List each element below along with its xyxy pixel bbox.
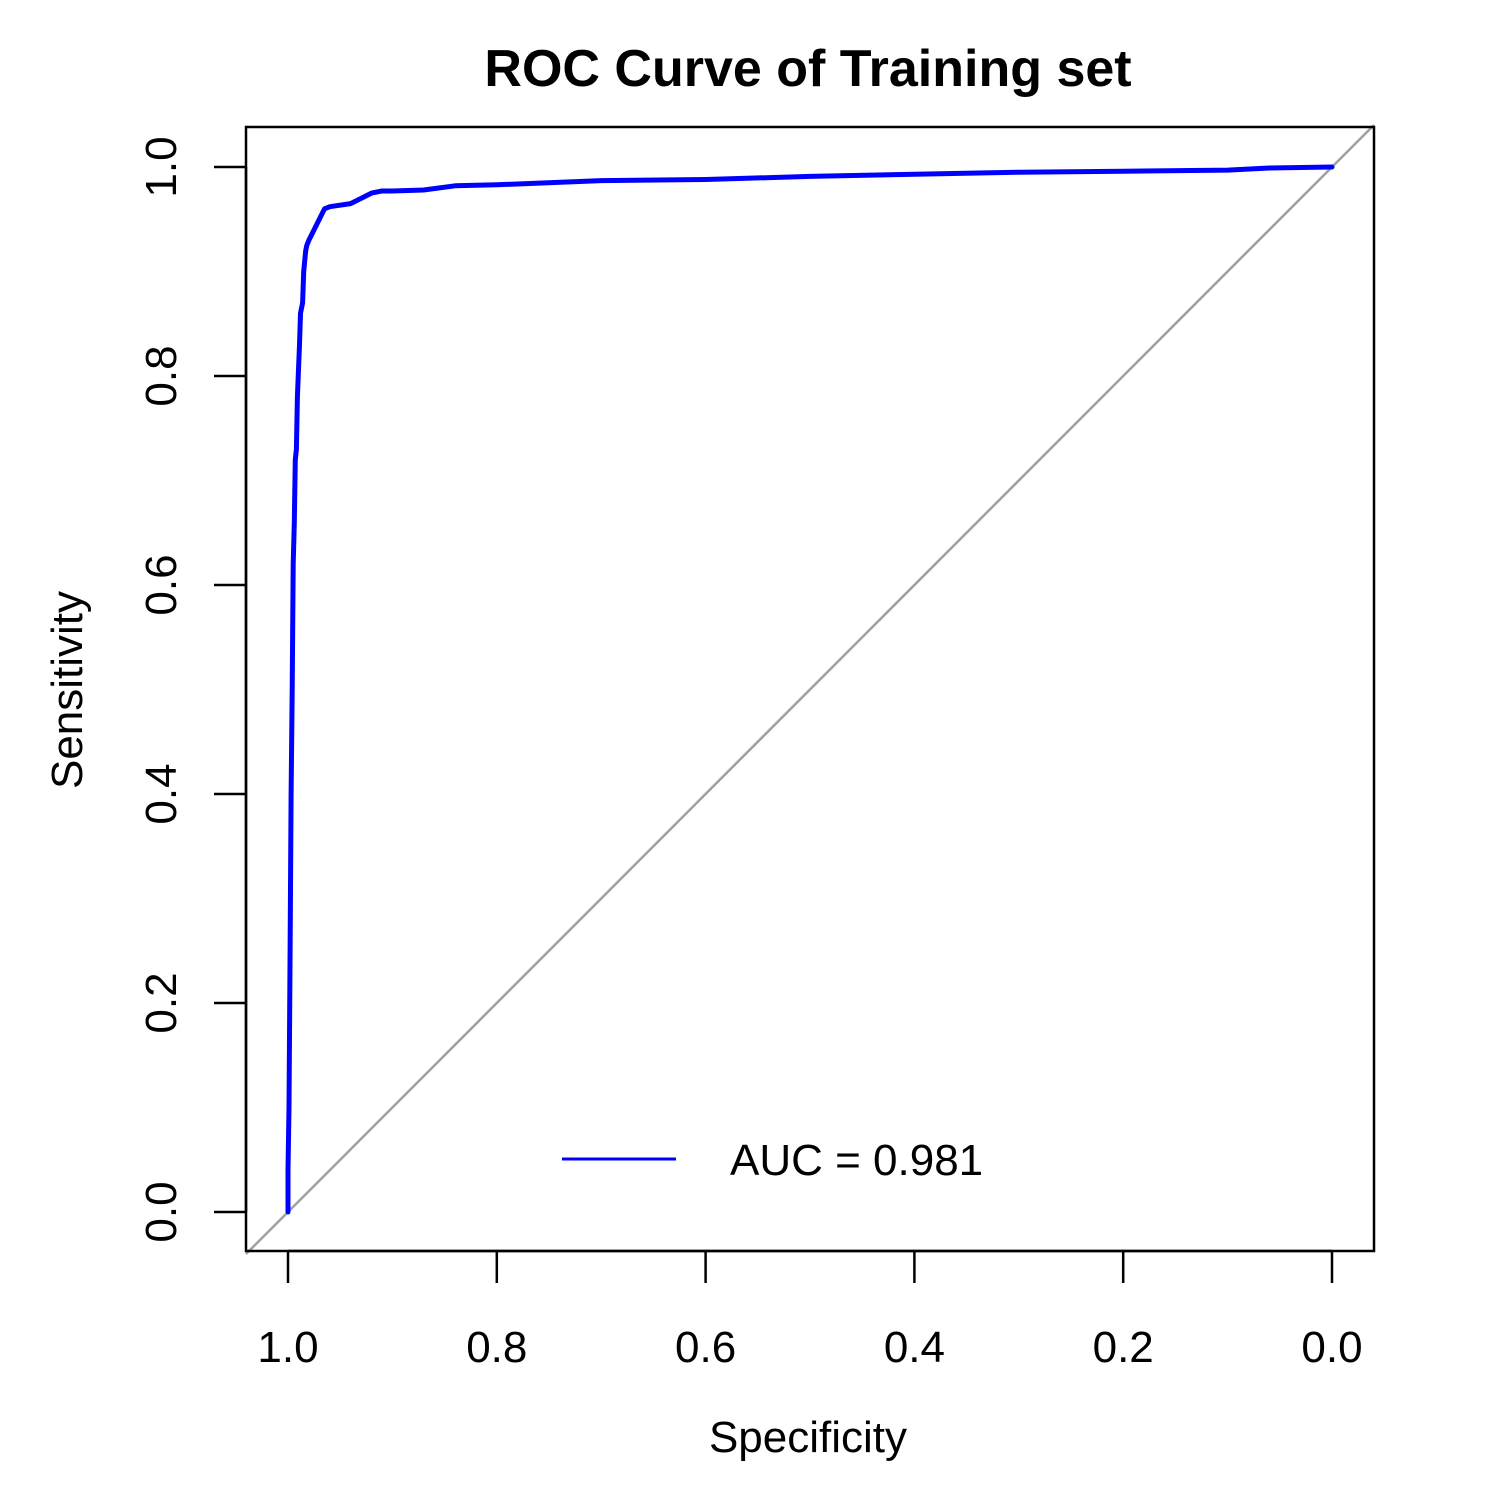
x-tick-label: 0.4 bbox=[884, 1323, 945, 1372]
reference-diagonal-layer bbox=[245, 124, 1375, 1255]
x-axis: 1.0 0.8 0.6 0.4 0.2 0.0 bbox=[257, 1249, 1363, 1372]
y-tick-label: 0.0 bbox=[137, 1181, 186, 1242]
roc-curve-line bbox=[285, 164, 1335, 1215]
y-tick-label: 0.6 bbox=[137, 554, 186, 615]
x-tick-label: 0.6 bbox=[675, 1323, 736, 1372]
y-tick-label: 0.2 bbox=[137, 972, 186, 1033]
y-axis-label: Sensitivity bbox=[43, 591, 92, 789]
x-tick-label: 0.8 bbox=[466, 1323, 527, 1372]
legend-label: AUC = 0.981 bbox=[730, 1136, 983, 1185]
y-tick-label: 0.8 bbox=[137, 345, 186, 406]
x-axis-label: Specificity bbox=[709, 1413, 907, 1462]
y-tick-label: 1.0 bbox=[137, 136, 186, 197]
chart-title: ROC Curve of Training set bbox=[484, 40, 1131, 98]
y-tick-label: 0.4 bbox=[137, 763, 186, 824]
roc-curve-layer bbox=[285, 164, 1335, 1215]
x-tick-label: 1.0 bbox=[257, 1323, 318, 1372]
x-tick-label: 0.2 bbox=[1093, 1323, 1154, 1372]
reference-diagonal-line bbox=[245, 124, 1375, 1255]
x-tick-label: 0.0 bbox=[1301, 1323, 1362, 1372]
y-axis: 0.0 0.2 0.4 0.6 0.8 1.0 bbox=[137, 136, 248, 1243]
legend: AUC = 0.981 bbox=[562, 1136, 983, 1185]
